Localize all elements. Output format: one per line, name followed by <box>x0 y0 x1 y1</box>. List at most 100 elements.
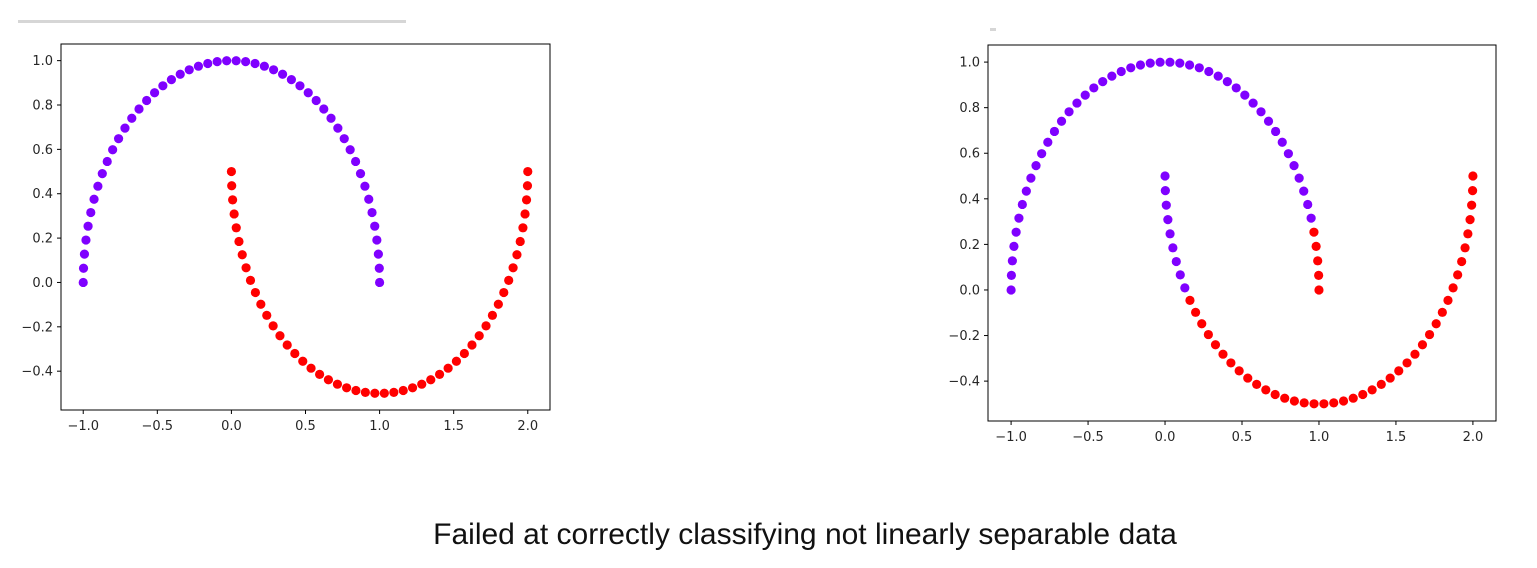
data-point <box>1431 319 1441 329</box>
data-point <box>351 385 361 396</box>
data-point <box>1014 213 1024 223</box>
data-point <box>97 169 107 179</box>
data-point <box>1007 256 1017 266</box>
data-point <box>1006 270 1017 280</box>
data-point <box>522 181 533 191</box>
data-point <box>508 263 518 273</box>
data-point <box>1309 399 1319 409</box>
data-point <box>1329 398 1339 408</box>
data-point <box>434 369 445 379</box>
data-point <box>250 287 261 298</box>
data-point <box>1319 399 1329 409</box>
data-point <box>426 375 436 385</box>
slide-caption: Failed at correctly classifying not line… <box>433 518 1177 551</box>
data-point <box>443 363 453 373</box>
data-point <box>1283 149 1293 159</box>
data-point <box>303 88 313 98</box>
data-point <box>1367 385 1377 395</box>
data-point <box>1463 229 1473 239</box>
data-point <box>290 348 300 359</box>
data-point <box>1021 186 1031 196</box>
data-point <box>1168 243 1178 253</box>
data-point <box>326 113 336 123</box>
data-point <box>451 356 462 366</box>
data-point <box>1191 307 1201 317</box>
data-point <box>231 56 241 66</box>
y-tick-label: 1.0 <box>32 54 53 69</box>
data-point <box>1453 270 1463 280</box>
data-point <box>515 236 525 247</box>
x-tick-label: −1.0 <box>995 430 1027 445</box>
data-point <box>1465 214 1475 225</box>
data-point <box>83 221 93 231</box>
data-point <box>1289 161 1299 171</box>
data-point <box>407 383 418 393</box>
data-point <box>1437 307 1447 317</box>
data-point <box>1270 389 1280 400</box>
data-point <box>520 209 530 219</box>
y-tick-label: 0.2 <box>959 238 980 253</box>
data-point <box>295 81 305 91</box>
y-tick-label: 0.6 <box>32 143 53 158</box>
data-point <box>113 134 124 144</box>
data-point <box>1311 241 1321 252</box>
data-point <box>1180 283 1190 293</box>
y-tick-label: −0.2 <box>21 320 53 335</box>
data-point <box>345 145 355 155</box>
data-point <box>333 123 343 133</box>
data-point <box>1314 270 1324 280</box>
data-point <box>364 194 374 204</box>
data-point <box>1338 396 1349 406</box>
y-tick-label: 0.6 <box>959 147 980 162</box>
data-point <box>275 331 285 341</box>
data-point <box>1299 186 1309 196</box>
x-tick-label: −0.5 <box>142 419 174 434</box>
data-point <box>1280 393 1290 403</box>
data-point <box>1155 57 1165 67</box>
data-point <box>1175 270 1185 280</box>
data-point <box>1448 283 1458 293</box>
data-point <box>78 277 88 288</box>
y-tick-label: −0.2 <box>948 329 980 344</box>
data-point <box>298 356 308 366</box>
data-point <box>1394 366 1404 376</box>
x-tick-label: 1.5 <box>1386 430 1407 445</box>
data-point <box>1185 295 1195 305</box>
data-point <box>315 369 325 379</box>
data-point <box>481 321 491 331</box>
y-tick-label: 0.0 <box>959 283 980 298</box>
data-point <box>1049 126 1060 137</box>
data-point <box>1309 227 1319 237</box>
data-point <box>241 57 251 67</box>
data-point <box>1252 379 1262 390</box>
axes-frame <box>987 44 1497 422</box>
data-point <box>521 195 532 205</box>
x-tick-label: 0.0 <box>1155 430 1176 445</box>
data-point <box>1468 171 1478 181</box>
data-point <box>1194 63 1204 73</box>
data-point <box>1037 149 1047 159</box>
data-point <box>175 69 185 79</box>
scatter-chart-right: −1.0 −0.5 0.0 0.5 1.0 1.5 2.0 −0.4 −0.2 0.0 0.2 0.4… <box>948 44 1497 445</box>
data-point <box>237 250 247 260</box>
data-point <box>282 340 292 350</box>
data-point <box>184 65 194 75</box>
data-point <box>374 263 384 273</box>
data-point <box>417 379 427 389</box>
data-point <box>212 57 222 67</box>
data-point <box>1218 349 1228 359</box>
data-point <box>350 156 361 167</box>
x-tick-label: 0.5 <box>1232 430 1253 445</box>
data-point <box>1294 173 1304 183</box>
data-point <box>286 75 296 85</box>
data-point <box>241 263 251 273</box>
data-point <box>1011 227 1021 237</box>
data-point <box>1126 63 1136 73</box>
data-point <box>512 250 522 260</box>
data-point <box>86 207 96 218</box>
data-point <box>311 95 321 106</box>
data-point <box>1240 90 1250 100</box>
data-point <box>1231 83 1241 93</box>
data-point <box>467 340 477 350</box>
data-point <box>1107 71 1117 81</box>
